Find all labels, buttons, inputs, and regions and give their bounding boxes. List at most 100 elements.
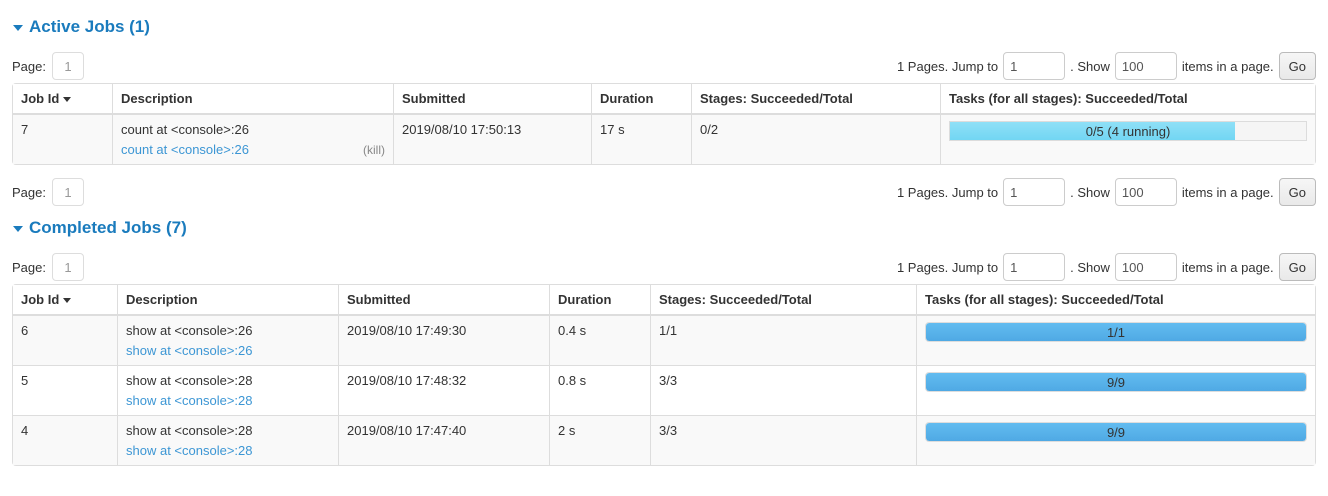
completed-go-button[interactable]: Go bbox=[1278, 253, 1316, 281]
active-go-button-bottom[interactable]: Go bbox=[1278, 178, 1316, 206]
active-cell-description: count at <console>:26 count at <console>… bbox=[113, 115, 394, 164]
active-show-text-bottom: . Show bbox=[1070, 184, 1110, 200]
caret-down-icon bbox=[13, 24, 23, 31]
completed-desc-link[interactable]: show at <console>:26 bbox=[126, 343, 253, 358]
completed-desc-title: show at <console>:28 bbox=[126, 423, 253, 438]
completed-cell-description: show at <console>:28 show at <console>:28 bbox=[118, 365, 339, 415]
active-jobs-title: Active Jobs (1) bbox=[29, 17, 150, 36]
active-cell-stages: 0/2 bbox=[692, 115, 941, 164]
completed-table-body: 6 show at <console>:26 show at <console>:2… bbox=[13, 316, 1315, 465]
completed-items-text: items in a page. bbox=[1181, 259, 1274, 275]
completed-jobs-table-wrap: Job Id Description Submitted Duration St… bbox=[0, 284, 1328, 466]
completed-jump-input[interactable] bbox=[1003, 253, 1066, 281]
completed-table-header-row: Job Id Description Submitted Duration St… bbox=[13, 285, 1315, 316]
active-items-text-top: items in a page. bbox=[1181, 58, 1274, 74]
completed-desc-title: show at <console>:28 bbox=[126, 373, 253, 388]
table-row: 6 show at <console>:26 show at <console>:2… bbox=[13, 316, 1315, 365]
active-col-description[interactable]: Description bbox=[113, 84, 394, 115]
active-col-stages[interactable]: Stages: Succeeded/Total bbox=[692, 84, 941, 115]
active-page-label-top: Page: bbox=[12, 58, 46, 74]
completed-cell-job-id: 5 bbox=[13, 365, 118, 415]
active-col-tasks[interactable]: Tasks (for all stages): Succeeded/Total bbox=[941, 84, 1315, 115]
active-col-duration[interactable]: Duration bbox=[592, 84, 692, 115]
completed-cell-tasks: 9/9 bbox=[917, 415, 1315, 465]
completed-col-tasks[interactable]: Tasks (for all stages): Succeeded/Total bbox=[917, 285, 1315, 316]
completed-cell-stages: 3/3 bbox=[651, 415, 917, 465]
active-col-submitted[interactable]: Submitted bbox=[394, 84, 592, 115]
active-pagination-bottom: Page: 1 1 Pages. Jump to . Show items in… bbox=[0, 175, 1328, 209]
active-go-button-top[interactable]: Go bbox=[1278, 52, 1316, 80]
completed-cell-stages: 3/3 bbox=[651, 365, 917, 415]
completed-cell-submitted: 2019/08/10 17:47:40 bbox=[339, 415, 550, 465]
active-col-job-id[interactable]: Job Id bbox=[13, 84, 113, 115]
completed-cell-duration: 0.4 s bbox=[550, 316, 651, 365]
active-col-job-id-label: Job Id bbox=[21, 91, 60, 106]
completed-pages-text: 1 Pages. Jump to bbox=[896, 259, 999, 275]
completed-progress-label: 9/9 bbox=[1106, 374, 1126, 390]
completed-desc-link[interactable]: show at <console>:28 bbox=[126, 443, 253, 458]
table-row: 7 count at <console>:26 count at <consol… bbox=[13, 115, 1315, 164]
completed-progress-label: 9/9 bbox=[1106, 424, 1126, 440]
table-row: 5 show at <console>:28 show at <console>:2… bbox=[13, 365, 1315, 415]
active-current-page-bottom[interactable]: 1 bbox=[51, 178, 84, 206]
active-pagination-top: Page: 1 1 Pages. Jump to . Show items in… bbox=[0, 49, 1328, 83]
completed-cell-submitted: 2019/08/10 17:49:30 bbox=[339, 316, 550, 365]
completed-page-label: Page: bbox=[12, 259, 46, 275]
completed-cell-tasks: 9/9 bbox=[917, 365, 1315, 415]
completed-desc-title: show at <console>:26 bbox=[126, 323, 253, 338]
completed-progress-bar: 9/9 bbox=[925, 422, 1307, 442]
active-jump-input-bottom[interactable] bbox=[1003, 178, 1066, 206]
active-kill-link[interactable]: (kill) bbox=[363, 143, 385, 157]
completed-jobs-title: Completed Jobs (7) bbox=[29, 218, 187, 237]
completed-current-page[interactable]: 1 bbox=[51, 253, 84, 281]
active-pages-text-top: 1 Pages. Jump to bbox=[896, 58, 999, 74]
completed-pagination-top: Page: 1 1 Pages. Jump to . Show items in… bbox=[0, 250, 1328, 284]
table-row: 4 show at <console>:28 show at <console>:2… bbox=[13, 415, 1315, 465]
active-jobs-table: Job Id Description Submitted Duration St… bbox=[12, 83, 1316, 165]
completed-cell-description: show at <console>:26 show at <console>:26 bbox=[118, 316, 339, 365]
completed-show-text: . Show bbox=[1070, 259, 1110, 275]
active-pages-text-bottom: 1 Pages. Jump to bbox=[896, 184, 999, 200]
completed-col-submitted[interactable]: Submitted bbox=[339, 285, 550, 316]
completed-cell-description: show at <console>:28 show at <console>:28 bbox=[118, 415, 339, 465]
caret-down-icon bbox=[13, 225, 23, 232]
completed-progress-bar: 1/1 bbox=[925, 322, 1307, 342]
completed-show-input[interactable] bbox=[1114, 253, 1177, 281]
completed-jobs-heading[interactable]: Completed Jobs (7) bbox=[0, 219, 1328, 236]
active-current-page-top[interactable]: 1 bbox=[51, 52, 84, 80]
completed-col-stages[interactable]: Stages: Succeeded/Total bbox=[651, 285, 917, 316]
completed-progress-label: 1/1 bbox=[1106, 324, 1126, 340]
active-show-text-top: . Show bbox=[1070, 58, 1110, 74]
sort-desc-icon bbox=[63, 298, 72, 303]
completed-progress-fill bbox=[926, 373, 1306, 391]
active-desc-title: count at <console>:26 bbox=[121, 122, 249, 137]
sort-desc-icon bbox=[63, 97, 72, 102]
completed-col-description[interactable]: Description bbox=[118, 285, 339, 316]
completed-progress-bar: 9/9 bbox=[925, 372, 1307, 392]
completed-desc-link[interactable]: show at <console>:28 bbox=[126, 393, 253, 408]
completed-col-duration[interactable]: Duration bbox=[550, 285, 651, 316]
active-cell-job-id: 7 bbox=[13, 115, 113, 164]
active-cell-submitted: 2019/08/10 17:50:13 bbox=[394, 115, 592, 164]
completed-cell-submitted: 2019/08/10 17:48:32 bbox=[339, 365, 550, 415]
active-table-header-row: Job Id Description Submitted Duration St… bbox=[13, 84, 1315, 115]
completed-cell-job-id: 4 bbox=[13, 415, 118, 465]
active-table-body: 7 count at <console>:26 count at <consol… bbox=[13, 115, 1315, 164]
active-jump-input-top[interactable] bbox=[1003, 52, 1066, 80]
active-page-label-bottom: Page: bbox=[12, 184, 46, 200]
active-desc-link[interactable]: count at <console>:26 bbox=[121, 142, 249, 157]
completed-col-job-id[interactable]: Job Id bbox=[13, 285, 118, 316]
completed-col-job-id-label: Job Id bbox=[21, 292, 60, 307]
active-progress-fill bbox=[950, 122, 1235, 140]
completed-cell-duration: 0.8 s bbox=[550, 365, 651, 415]
active-progress-label: 0/5 (4 running) bbox=[1085, 123, 1171, 139]
active-show-input-top[interactable] bbox=[1114, 52, 1177, 80]
completed-cell-duration: 2 s bbox=[550, 415, 651, 465]
active-show-input-bottom[interactable] bbox=[1114, 178, 1177, 206]
completed-cell-stages: 1/1 bbox=[651, 316, 917, 365]
active-jobs-heading[interactable]: Active Jobs (1) bbox=[0, 18, 1328, 35]
completed-cell-job-id: 6 bbox=[13, 316, 118, 365]
completed-progress-fill bbox=[926, 423, 1306, 441]
active-cell-duration: 17 s bbox=[592, 115, 692, 164]
